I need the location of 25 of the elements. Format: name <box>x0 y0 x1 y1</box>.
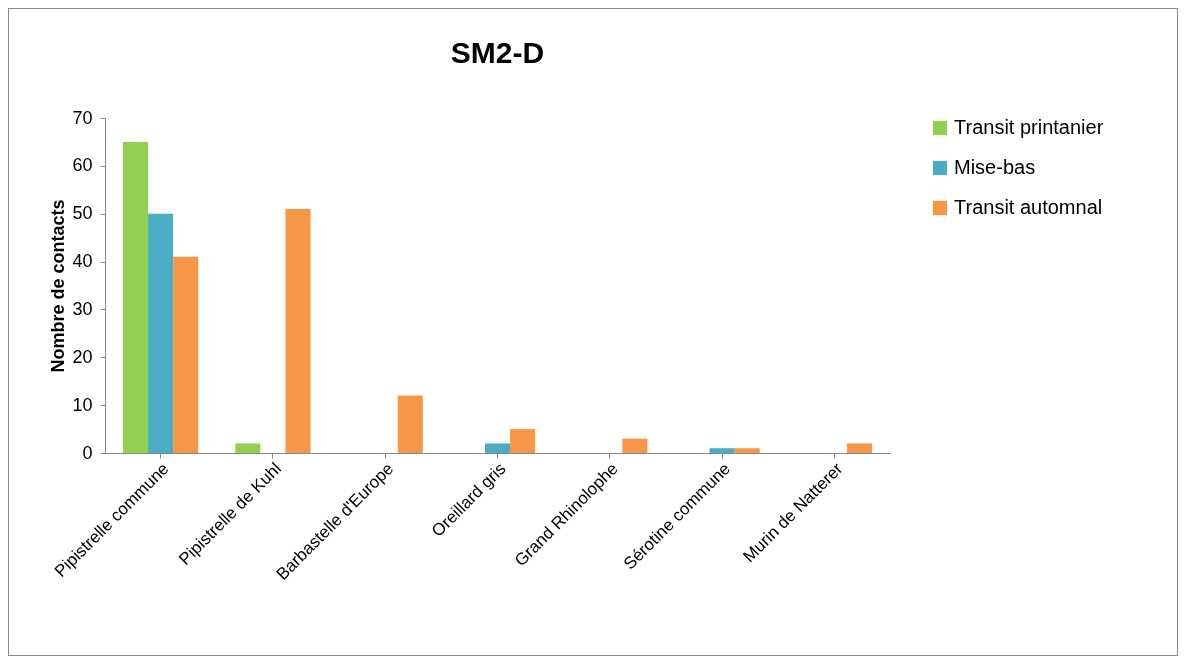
y-tick-label: 0 <box>82 442 93 463</box>
bar <box>235 443 261 453</box>
bar <box>622 438 648 453</box>
y-axis-title: Nombre de contacts <box>48 199 69 373</box>
chart-title: SM2-D <box>450 36 545 69</box>
bar <box>122 141 149 453</box>
y-tick-label: 60 <box>72 155 93 176</box>
bar <box>709 448 735 453</box>
bar <box>510 429 536 453</box>
bar <box>148 213 174 453</box>
bar <box>397 395 423 453</box>
bar <box>484 443 511 453</box>
bar <box>846 443 873 453</box>
bar <box>285 208 311 453</box>
y-tick-label: 20 <box>72 346 93 367</box>
legend-label: Mise-bas <box>954 156 1036 178</box>
y-tick-label: 70 <box>72 107 93 128</box>
y-tick-label: 50 <box>72 203 93 224</box>
bar <box>173 256 199 453</box>
y-tick-label: 30 <box>72 298 93 319</box>
legend-label: Transit automnal <box>954 196 1103 218</box>
legend-label: Transit printanier <box>954 116 1104 138</box>
y-tick-label: 40 <box>72 251 93 272</box>
y-tick-label: 10 <box>72 394 93 415</box>
bar <box>734 448 760 453</box>
